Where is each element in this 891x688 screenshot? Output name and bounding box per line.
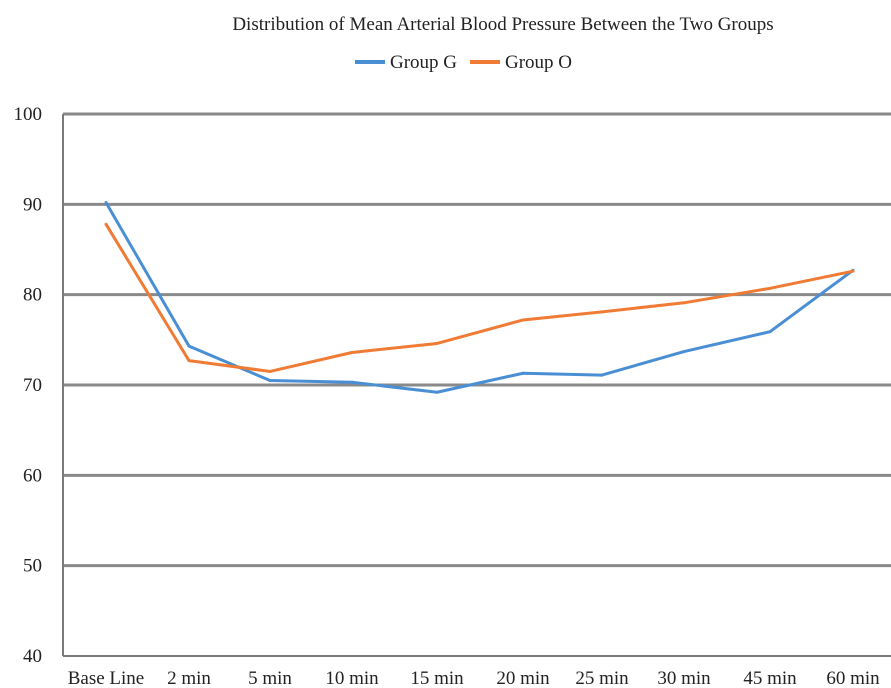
data-point [104,222,108,226]
axes [62,114,891,657]
y-tick-label: 90 [23,194,42,215]
data-point [521,371,525,375]
legend-item: Group G [355,52,457,73]
x-tick-label: 15 min [410,668,464,688]
y-tick-label: 60 [23,465,42,486]
chart-title: Distribution of Mean Arterial Blood Pres… [232,14,773,35]
series-line [104,223,854,373]
data-point [768,330,772,334]
series-lines [104,201,855,394]
data-point [435,341,439,345]
data-point [268,369,272,373]
x-tick-label: 5 min [248,668,292,688]
data-point [187,359,191,363]
data-point [350,350,354,354]
y-tick-label: 50 [23,556,42,577]
data-point [350,380,354,384]
x-tick-label: Base Line [68,668,145,688]
legend-label: Group G [390,52,457,73]
x-axis-tick-labels: Base Line 2 min 5 min 10 min 15 min 20 min 25 … [68,668,880,688]
legend-label: Group O [505,52,572,73]
legend: Group G Group O [355,52,572,73]
data-point [104,201,108,205]
x-tick-label: 10 min [325,668,379,688]
y-axis-tick-labels: 100 90 80 70 60 50 40 [14,104,43,667]
data-point [851,269,855,273]
y-tick-label: 40 [23,646,42,667]
data-point [682,301,686,305]
data-point [600,373,604,377]
x-tick-label: 25 min [575,668,629,688]
x-tick-label: 45 min [743,668,797,688]
data-point [521,318,525,322]
data-point [268,378,272,382]
series-group-o [104,222,855,373]
x-tick-label: 20 min [496,668,550,688]
data-point [768,286,772,290]
data-point [600,310,604,314]
x-tick-label: 60 min [826,668,880,688]
gridlines [63,112,891,568]
x-tick-label: 2 min [167,668,211,688]
y-tick-label: 70 [23,375,42,396]
legend-item: Group O [470,52,572,73]
series-line [104,201,854,394]
data-point [187,344,191,348]
y-tick-label: 80 [23,285,42,306]
data-point [682,350,686,354]
data-point [435,390,439,394]
y-tick-label: 100 [14,104,43,125]
series-group-g [104,201,855,394]
x-tick-label: 30 min [657,668,711,688]
